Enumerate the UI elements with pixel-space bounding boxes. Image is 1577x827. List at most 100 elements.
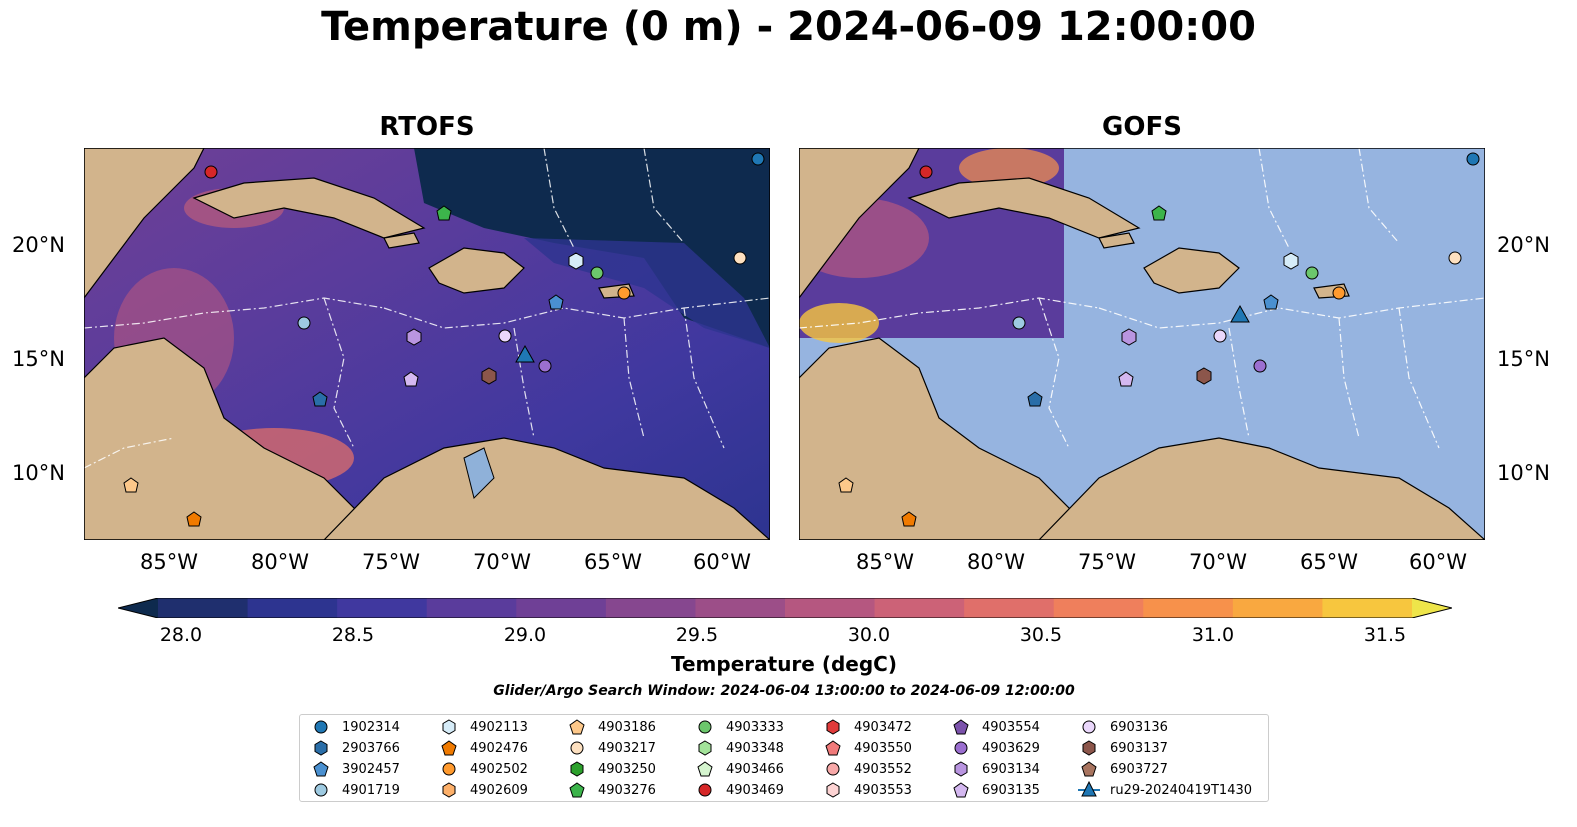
legend-item: 4903348 — [694, 738, 784, 758]
colorbar — [117, 597, 1453, 619]
colorbar-segment — [874, 598, 965, 618]
legend-marker-icon — [1082, 740, 1096, 756]
legend-marker-icon — [954, 741, 968, 755]
colorbar-segment — [1053, 598, 1144, 618]
lon-tick: 80°W — [251, 550, 309, 574]
marker-4903217 — [733, 251, 747, 265]
colorbar-extend-low — [118, 598, 158, 618]
legend-marker-icon — [570, 761, 584, 777]
legend-marker-icon — [570, 741, 584, 755]
legend-item: 6903137 — [1078, 738, 1168, 758]
legend-item: 6903136 — [1078, 717, 1168, 737]
colorbar-tick: 29.5 — [675, 624, 719, 646]
colorbar-segment — [426, 598, 517, 618]
legend: 1902314 2903766 3902457 4901719 4902113 49024… — [299, 714, 1269, 802]
legend-label: 4903250 — [598, 761, 656, 777]
marker-3902457 — [548, 294, 564, 310]
colorbar-segment — [337, 598, 428, 618]
legend-marker-icon — [953, 782, 969, 798]
colorbar-segment — [1143, 598, 1234, 618]
marker-4903469 — [204, 165, 218, 179]
lat-tick: 20°N — [1497, 233, 1550, 257]
legend-marker-icon — [826, 762, 840, 776]
legend-marker-icon — [953, 719, 969, 735]
legend-item: 4903276 — [566, 780, 656, 800]
legend-label: 3902457 — [342, 761, 400, 777]
lon-tick: 85°W — [856, 550, 914, 574]
search-window-text: Glider/Argo Search Window: 2024-06-04 13… — [493, 683, 1075, 699]
landmass — [799, 148, 1485, 540]
legend-item: 4903217 — [566, 738, 656, 758]
colorbar-tick: 28.5 — [331, 624, 375, 646]
marker-6903135 — [403, 371, 419, 387]
landmass — [84, 148, 770, 540]
legend-item: 6903134 — [950, 759, 1040, 779]
colorbar-segment — [964, 598, 1055, 618]
lon-tick: 70°W — [1189, 550, 1247, 574]
legend-label: 4903554 — [982, 719, 1040, 735]
colorbar-label: Temperature (degC) — [671, 652, 897, 676]
legend-item: 4903553 — [822, 780, 912, 800]
legend-label: 4903553 — [854, 782, 912, 798]
legend-marker-icon — [698, 720, 712, 734]
legend-label: 6903727 — [1110, 761, 1168, 777]
legend-label: 4902502 — [470, 761, 528, 777]
legend-item: 1902314 — [310, 717, 400, 737]
legend-label: 4902609 — [470, 782, 528, 798]
colorbar-segment — [1322, 598, 1413, 618]
legend-label: 4901719 — [342, 782, 400, 798]
colorbar-tick: 30.0 — [847, 624, 891, 646]
marker-4903186 — [123, 477, 139, 493]
legend-label: 4903552 — [854, 761, 912, 777]
legend-item: 4903469 — [694, 780, 784, 800]
colorbar-segment — [1232, 598, 1323, 618]
legend-label: 4903217 — [598, 740, 656, 756]
colorbar-segment — [247, 598, 338, 618]
legend-label: 4903472 — [854, 719, 912, 735]
legend-label: 4903466 — [726, 761, 784, 777]
legend-label: 4902476 — [470, 740, 528, 756]
legend-label: 6903137 — [1110, 740, 1168, 756]
legend-item: 6903727 — [1078, 759, 1168, 779]
legend-item: 4902609 — [438, 780, 528, 800]
legend-marker-icon — [954, 761, 968, 777]
marker-6903137 — [481, 367, 497, 385]
colorbar-tick: 29.0 — [503, 624, 547, 646]
lon-tick: 75°W — [362, 550, 420, 574]
marker-4902502 — [617, 286, 631, 300]
legend-marker-icon — [314, 720, 328, 734]
legend-item: 4903550 — [822, 738, 912, 758]
colorbar-segment — [605, 598, 696, 618]
legend-label: 4903276 — [598, 782, 656, 798]
legend-label: 1902314 — [342, 719, 400, 735]
colorbar-tick: 28.0 — [159, 624, 203, 646]
legend-label: 4903469 — [726, 782, 784, 798]
legend-marker-icon — [698, 740, 712, 756]
marker-glider — [515, 344, 535, 363]
marker-4903276 — [436, 205, 452, 221]
legend-item: 4903250 — [566, 759, 656, 779]
colorbar-tick: 31.5 — [1363, 624, 1407, 646]
legend-label: 6903135 — [982, 782, 1040, 798]
legend-marker-icon — [569, 782, 585, 798]
marker-1902314 — [751, 152, 765, 166]
lon-tick: 65°W — [584, 550, 642, 574]
legend-item: 4902476 — [438, 738, 528, 758]
legend-marker-icon — [826, 719, 840, 735]
legend-marker-icon — [697, 761, 713, 777]
legend-label: 4903550 — [854, 740, 912, 756]
legend-item: 6903135 — [950, 780, 1040, 800]
lat-tick: 10°N — [1497, 461, 1550, 485]
marker-6903134 — [406, 328, 422, 346]
marker-2903766 — [312, 391, 328, 407]
legend-item: 4903629 — [950, 738, 1040, 758]
figure-title: Temperature (0 m) - 2024-06-09 12:00:00 — [321, 4, 1256, 50]
legend-marker-icon — [698, 783, 712, 797]
legend-item: 4903186 — [566, 717, 656, 737]
legend-item: 4901719 — [310, 780, 400, 800]
colorbar-tick: 30.5 — [1019, 624, 1063, 646]
legend-item: 2903766 — [310, 738, 400, 758]
legend-item: ru29-20240419T1430 — [1078, 780, 1252, 800]
eez-boundaries — [799, 148, 1485, 449]
legend-label: 4903629 — [982, 740, 1040, 756]
